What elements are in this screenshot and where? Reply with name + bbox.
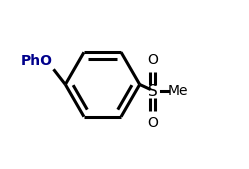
Text: O: O <box>147 53 158 67</box>
Text: S: S <box>147 84 157 99</box>
Text: Me: Me <box>168 84 188 98</box>
Text: O: O <box>147 116 158 130</box>
Text: PhO: PhO <box>21 54 53 68</box>
